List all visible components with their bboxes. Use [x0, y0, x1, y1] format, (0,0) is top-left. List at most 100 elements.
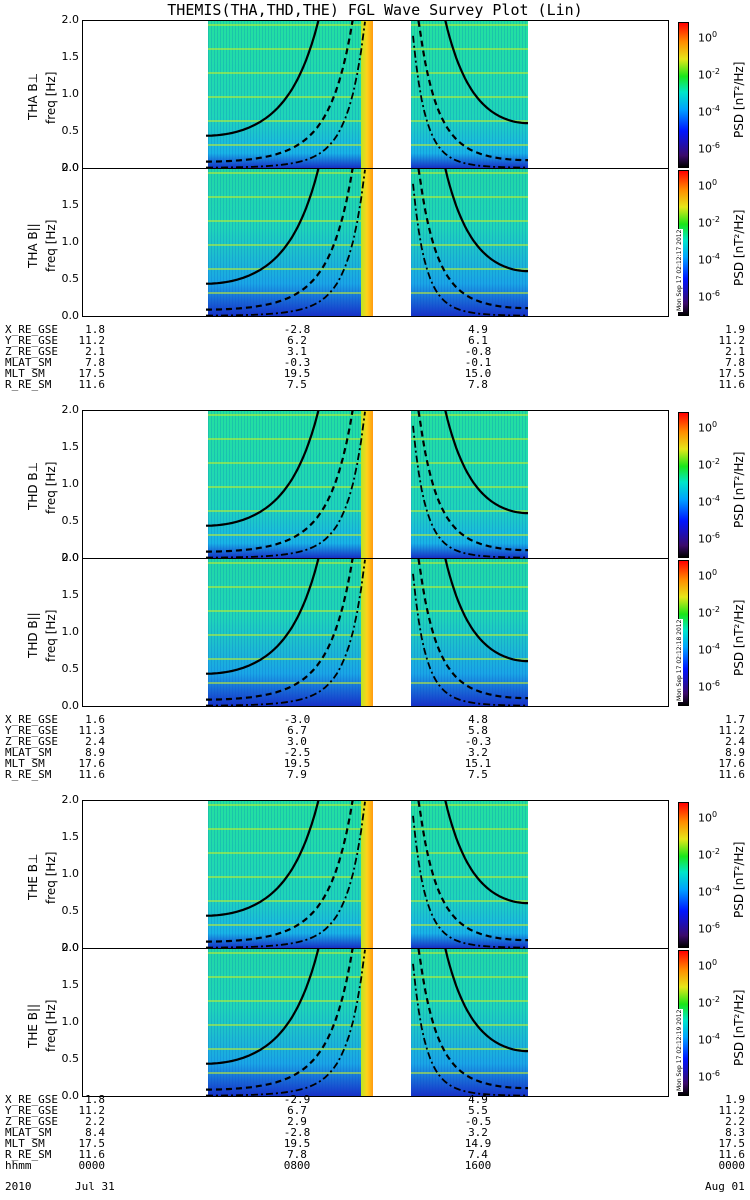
gyrofrequency-half-curve: [206, 21, 354, 163]
ephemeris-value: 1.6: [85, 713, 105, 726]
ephemeris-row: MLT_SM 17.5 19.5 15.0 17.5: [5, 368, 750, 379]
spectrogram-block: [208, 949, 373, 1096]
ephemeris-value: -0.1: [464, 356, 492, 369]
colorbar: [678, 802, 689, 948]
ephemeris-value: -2.9: [283, 1093, 311, 1106]
colorbar-tick-label: 10-2: [698, 215, 720, 230]
y-tick-label: 0.5: [61, 514, 80, 527]
y-axis-unit-label: freq [Hz]: [44, 219, 58, 272]
ephemeris-value: 2.1: [85, 345, 105, 358]
ephemeris-value: 11.2: [78, 1104, 106, 1117]
ephemeris-value: 7.8: [725, 356, 745, 369]
spectrogram-block: [411, 411, 528, 558]
ephemeris-value: 2.2: [85, 1115, 105, 1128]
ephemeris-value: 11.3: [78, 724, 106, 737]
ephemeris-value: 0800: [283, 1159, 311, 1172]
high-power-band: [361, 801, 373, 948]
y-tick-label: 0.0: [61, 699, 80, 712]
ephemeris-value: 2.2: [725, 1115, 745, 1128]
creation-timestamp: Mon Sep 17 02:12:17 2012: [676, 228, 683, 312]
gyrofrequency-curve: [444, 801, 528, 905]
ephemeris-value: 8.4: [85, 1126, 105, 1139]
spectrogram-panel: [82, 168, 669, 317]
ephemeris-value: 17.5: [718, 367, 746, 380]
ephemeris-value: 7.4: [468, 1148, 488, 1161]
ephemeris-value: 19.5: [283, 757, 311, 770]
gyrofrequency-half-curve: [206, 559, 354, 701]
y-axis-probe-label: THE B||: [26, 1003, 40, 1048]
ephemeris-value: 4.9: [468, 323, 488, 336]
ephemeris-value: -0.3: [283, 356, 311, 369]
gyrofrequency-curve: [444, 21, 528, 125]
ephemeris-value: 5.8: [468, 724, 488, 737]
y-tick-label: 2.0: [61, 793, 80, 806]
ephemeris-label: X_RE_GSE: [5, 713, 58, 726]
ephemeris-label: Y_RE_GSE: [5, 724, 58, 737]
ephemeris-label: Y_RE_GSE: [5, 1104, 58, 1117]
colorbar-tick-label: 10-2: [698, 457, 720, 472]
ephemeris-label: MLT_SM: [5, 367, 45, 380]
ephemeris-value: -2.8: [283, 1126, 311, 1139]
gyrofrequency-tenth-curve: [412, 815, 528, 948]
colorbar-tick-label: 100: [698, 810, 718, 825]
ephemeris-value: 1.7: [725, 713, 745, 726]
ephemeris-value: 17.5: [78, 367, 106, 380]
ephemeris-value: 2.9: [287, 1115, 307, 1128]
gyrofrequency-half-curve: [417, 949, 528, 1090]
spectrogram-block: [208, 21, 373, 168]
y-axis-unit-label: freq [Hz]: [44, 609, 58, 662]
ephemeris-label: X_RE_GSE: [5, 1093, 58, 1106]
ephemeris-label: Z_RE_GSE: [5, 345, 58, 358]
ephemeris-value: 7.8: [468, 378, 488, 391]
ephemeris-value: 15.0: [464, 367, 492, 380]
ephemeris-value: 8.3: [725, 1126, 745, 1139]
colorbar-label: PSD [nT²/Hz]: [732, 451, 746, 528]
ephemeris-value: 1.8: [85, 323, 105, 336]
spectrogram-block: [208, 169, 373, 316]
spectrogram-panel: [82, 410, 669, 559]
ephemeris-row: Z_RE_GSE 2.4 3.0 -0.3 2.4: [5, 736, 750, 747]
ephemeris-value: -2.8: [283, 323, 311, 336]
gyrofrequency-tenth-curve: [412, 425, 528, 558]
ephemeris-label: Z_RE_GSE: [5, 1115, 58, 1128]
end-date: Aug 01: [705, 1180, 745, 1193]
ephemeris-value: 4.8: [468, 713, 488, 726]
ephemeris-value: 11.6: [78, 378, 106, 391]
ephemeris-value: 7.8: [287, 1148, 307, 1161]
y-tick-label: 1.5: [61, 830, 80, 843]
y-tick-label: 0.5: [61, 904, 80, 917]
spectrogram-block: [411, 169, 528, 316]
ephemeris-value: 3.0: [287, 735, 307, 748]
ephemeris-value: 0000: [78, 1159, 106, 1172]
gyrofrequency-curves: [206, 169, 528, 316]
ephemeris-row: R_RE_SM 11.6 7.9 7.5 11.6: [5, 769, 750, 780]
ephemeris-row: Y_RE_GSE 11.2 6.7 5.5 11.2: [5, 1105, 750, 1116]
gyrofrequency-curves: [206, 949, 528, 1096]
gyrofrequency-curves: [206, 21, 528, 168]
colorbar-tick-label: 100: [698, 568, 718, 583]
ephemeris-value: 11.2: [718, 1104, 746, 1117]
y-tick-label: 1.5: [61, 588, 80, 601]
gyrofrequency-curves: [206, 411, 528, 558]
y-axis-probe-label: THA B||: [26, 223, 40, 268]
ephemeris-value: 8.9: [85, 746, 105, 759]
colorbar-tick-label: 100: [698, 30, 718, 45]
y-tick-label: 0.0: [61, 941, 80, 954]
y-tick-label: 1.0: [61, 87, 80, 100]
ephemeris-value: 1.9: [725, 323, 745, 336]
colorbar-tick-label: 10-2: [698, 605, 720, 620]
ephemeris-value: 8.9: [725, 746, 745, 759]
ephemeris-label: MLAT_SM: [5, 746, 52, 759]
ephemeris-row: Z_RE_GSE 2.1 3.1 -0.8 2.1: [5, 346, 750, 357]
gyrofrequency-half-curve: [206, 169, 354, 311]
gyrofrequency-tenth-curve: [206, 21, 366, 168]
ephemeris-row: Z_RE_GSE 2.2 2.9 -0.5 2.2: [5, 1116, 750, 1127]
ephemeris-value: 4.9: [468, 1093, 488, 1106]
y-tick-label: 0.0: [61, 161, 80, 174]
y-tick-label: 1.0: [61, 235, 80, 248]
ephemeris-label: MLAT_SM: [5, 356, 52, 369]
colorbar-tick-label: 10-4: [698, 104, 720, 119]
date-row: 2010 Jul 31 Aug 01: [5, 1181, 750, 1192]
spectrogram-panel: [82, 948, 669, 1097]
gyrofrequency-curve: [206, 21, 320, 137]
